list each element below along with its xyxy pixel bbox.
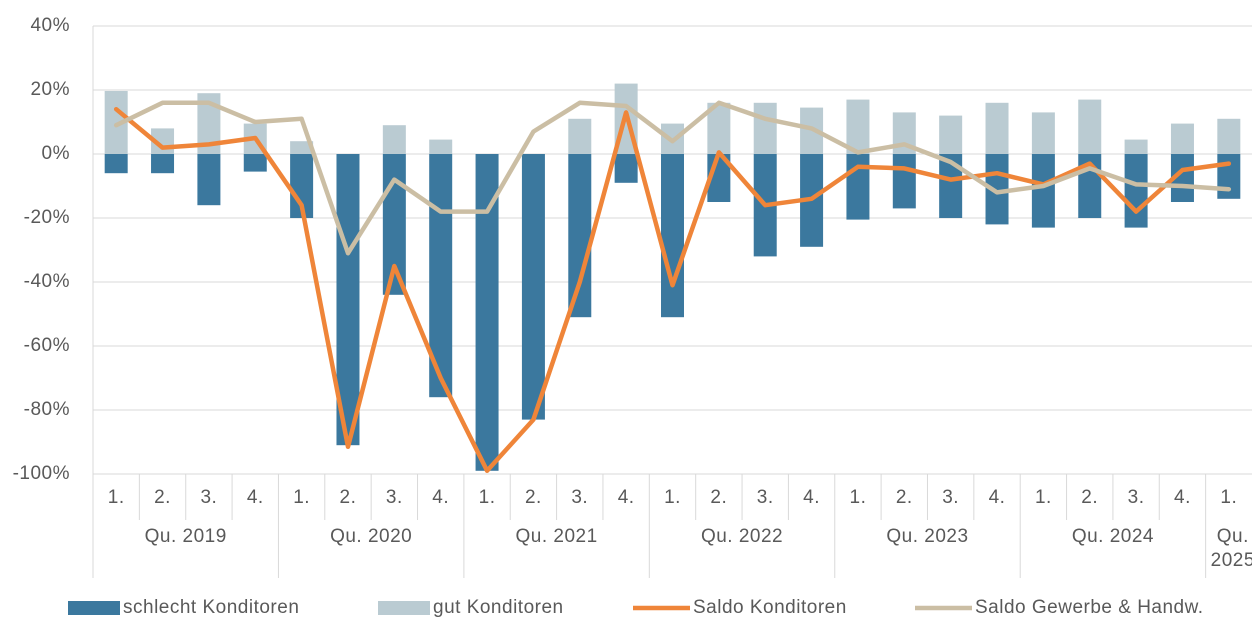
bar bbox=[1217, 154, 1241, 199]
bar bbox=[939, 115, 963, 154]
x-tick-label: 1. bbox=[664, 487, 681, 508]
bar bbox=[1170, 123, 1194, 154]
x-tick-label: 3. bbox=[200, 487, 217, 508]
bar bbox=[614, 154, 638, 183]
x-tick-label: 2. bbox=[1081, 487, 1098, 508]
y-tick-label: -60% bbox=[24, 335, 70, 356]
bar bbox=[1031, 112, 1055, 154]
legend-label: Saldo Konditoren bbox=[693, 597, 847, 618]
y-tick-label: 40% bbox=[30, 15, 70, 36]
y-tick-label: -40% bbox=[24, 271, 70, 292]
group-label: Qu. 2022 bbox=[701, 526, 783, 547]
bar bbox=[568, 118, 592, 154]
legend-label: gut Konditoren bbox=[433, 597, 564, 618]
bar bbox=[1124, 139, 1148, 154]
x-tick-label: 4. bbox=[247, 487, 264, 508]
group-label: Qu. 2021 bbox=[516, 526, 598, 547]
x-tick-label: 4. bbox=[803, 487, 820, 508]
x-tick-label: 2. bbox=[340, 487, 357, 508]
bar bbox=[1170, 154, 1194, 202]
x-tick-label: 1. bbox=[108, 487, 125, 508]
x-tick-label: 3. bbox=[386, 487, 403, 508]
bar bbox=[753, 102, 777, 154]
bar bbox=[429, 154, 453, 398]
bar bbox=[985, 154, 1009, 225]
bar bbox=[243, 154, 267, 172]
bar bbox=[475, 154, 499, 471]
bar bbox=[985, 102, 1009, 154]
bar bbox=[336, 154, 360, 446]
x-tick-label: 1. bbox=[293, 487, 310, 508]
bar bbox=[846, 99, 870, 154]
group-label: Qu. 2025 bbox=[1210, 526, 1252, 571]
group-label-box: Qu. 2025 bbox=[1210, 526, 1252, 571]
y-tick-label: 20% bbox=[30, 79, 70, 100]
legend-label: Saldo Gewerbe & Handw. bbox=[975, 597, 1204, 618]
x-tick-label: 2. bbox=[896, 487, 913, 508]
group-label: Qu. 2019 bbox=[145, 526, 227, 547]
y-tick-label: -80% bbox=[24, 399, 70, 420]
y-tick-label: 0% bbox=[42, 143, 70, 164]
bar bbox=[382, 125, 406, 154]
x-tick-label: 4. bbox=[618, 487, 635, 508]
bar bbox=[429, 139, 453, 154]
x-tick-label: 3. bbox=[942, 487, 959, 508]
y-tick-label: -100% bbox=[13, 463, 70, 484]
bar bbox=[1124, 154, 1148, 228]
x-tick-label: 1. bbox=[1035, 487, 1052, 508]
bar bbox=[846, 154, 870, 220]
bar bbox=[1217, 118, 1241, 154]
x-tick-label: 2. bbox=[525, 487, 542, 508]
x-tick-label: 1. bbox=[1220, 487, 1237, 508]
x-tick-label: 1. bbox=[479, 487, 496, 508]
group-label: Qu. 2020 bbox=[330, 526, 412, 547]
bar bbox=[1031, 154, 1055, 228]
x-tick-label: 1. bbox=[850, 487, 867, 508]
x-tick-label: 2. bbox=[154, 487, 171, 508]
bar bbox=[939, 154, 963, 218]
y-tick-label: -20% bbox=[24, 207, 70, 228]
x-tick-label: 3. bbox=[571, 487, 588, 508]
bar bbox=[104, 154, 128, 174]
x-tick-label: 4. bbox=[1174, 487, 1191, 508]
legend-swatch bbox=[378, 601, 430, 615]
bar bbox=[707, 102, 731, 154]
bar bbox=[661, 154, 684, 318]
bar bbox=[521, 154, 545, 420]
legend-label: schlecht Konditoren bbox=[123, 597, 299, 618]
x-tick-label: 4. bbox=[432, 487, 449, 508]
bar bbox=[290, 154, 314, 218]
group-label: Qu. 2023 bbox=[886, 526, 968, 547]
bar bbox=[197, 154, 221, 206]
x-tick-label: 2. bbox=[710, 487, 727, 508]
legend-swatch bbox=[68, 601, 120, 615]
bar bbox=[1078, 99, 1102, 154]
x-tick-label: 4. bbox=[989, 487, 1006, 508]
x-tick-label: 3. bbox=[1128, 487, 1145, 508]
bar bbox=[568, 154, 592, 318]
bar bbox=[290, 141, 314, 154]
bar bbox=[892, 154, 916, 209]
line bbox=[113, 100, 1232, 256]
group-label: Qu. 2024 bbox=[1072, 526, 1154, 547]
x-tick-label: 3. bbox=[757, 487, 774, 508]
bar bbox=[197, 93, 221, 154]
bar bbox=[104, 90, 128, 154]
bar bbox=[151, 154, 175, 174]
